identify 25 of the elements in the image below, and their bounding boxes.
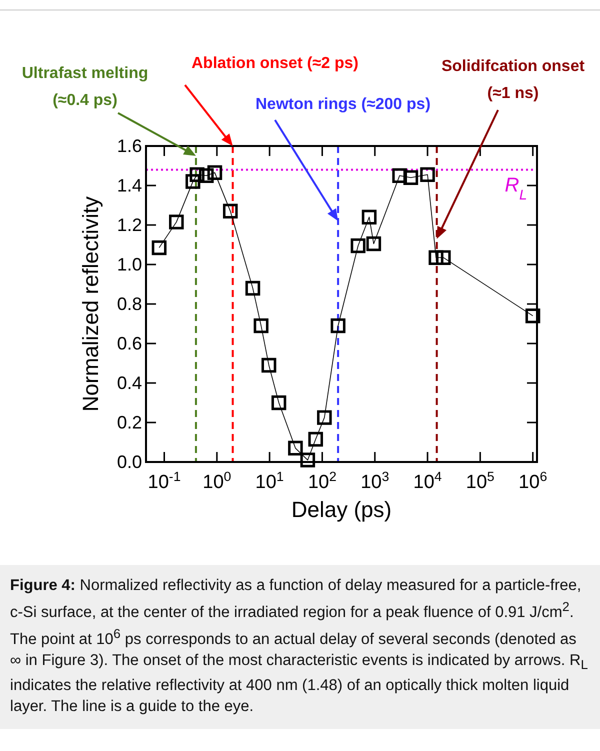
x-axis-title: Delay (ps) [291, 497, 392, 522]
x-tick-label: 10$^{4}$ [413, 468, 442, 493]
x-tick-label: 10$^{0}$ [202, 468, 232, 493]
annotation: Solidifcation onset (≈1 ns) [441, 58, 586, 102]
x-tick-label: 10$^{2}$ [308, 468, 336, 493]
annotation: Newton rings (≈200 ps) [255, 96, 431, 113]
y-tick-label: 0.4 [116, 373, 142, 393]
ref-line-label: R$_{L}$ [504, 174, 527, 203]
y-axis-title: Normalized reflectivity [78, 196, 103, 412]
y-tick-label: 1.6 [116, 136, 142, 156]
annotation: Ablation onset (≈2 ps) [191, 55, 359, 72]
y-tick-label: 1.2 [116, 215, 142, 235]
y-tick-label: 1.0 [116, 254, 142, 274]
y-tick-label: 0.0 [116, 452, 142, 472]
x-tick-label: 10$^{3}$ [360, 468, 390, 493]
x-tick-label: 10$^{5}$ [466, 468, 494, 493]
x-tick-label: 10$^{1}$ [255, 468, 284, 493]
annotation: Ultrafast melting (≈0.4 ps) [22, 65, 148, 109]
x-tick-label: 10$^{-1}$ [148, 468, 181, 493]
y-tick-label: 0.8 [116, 294, 142, 314]
x-tick-label: 10$^{6}$ [518, 468, 548, 493]
text: Figure 4: Normalized reflectivity as a function of delay measured for a particle-free, c-Si surface, at the center of the irradiated region for a peak fluence of 0.91 J/cm$^{2}$. The point at 10$^{6}$ ps corresponds to an actual delay of several seconds (denoted as ∞ in Figure 3). The onset of the most characteristic events is indicated by arrows. R$_{L}$ indicates the relative reflectivity at 400 nm (1.48) of an optically thick molten liquid layer. The line is a guide to the eye. [10, 577, 588, 716]
y-tick-label: 0.6 [116, 334, 142, 354]
y-tick-label: 0.2 [116, 412, 142, 432]
y-tick-label: 1.4 [116, 176, 142, 196]
